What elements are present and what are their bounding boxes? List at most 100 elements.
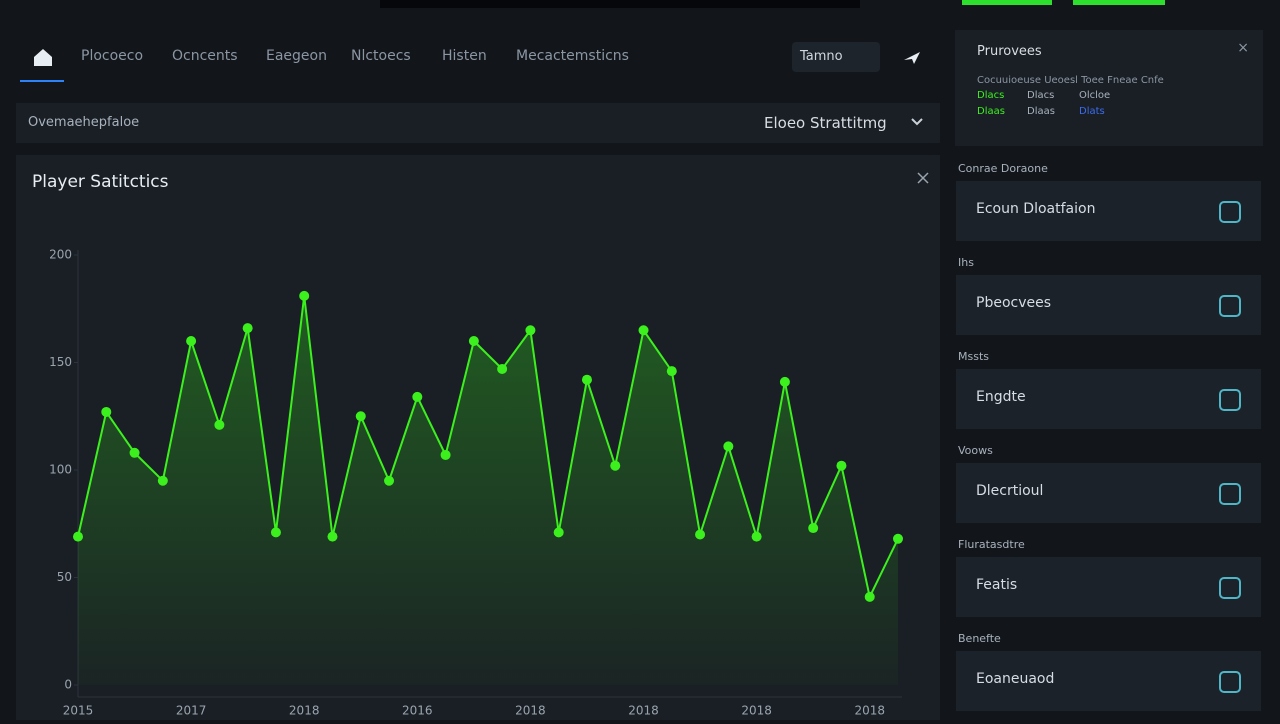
section-label: Benefte (958, 632, 1001, 645)
area (78, 295, 898, 685)
point (779, 376, 790, 387)
filter-label: Ovemaehepfaloe (28, 115, 140, 130)
point (666, 366, 677, 377)
x-tick-label: 2018 (289, 704, 320, 718)
card-label: Eoaneuaod (976, 671, 1055, 687)
x-tick-label: 2016 (402, 704, 433, 718)
side-panel: Prurovees × Cocuuioeuse Ueoesl Toee Fnea… (955, 30, 1263, 146)
x-tick-label: 2018 (628, 704, 659, 718)
point (581, 374, 592, 385)
point (525, 325, 536, 336)
side-line: Cocuuioeuse Ueoesl Toee Fneae Cnfe (977, 75, 1164, 86)
home-icon[interactable] (32, 46, 54, 68)
side-cell[interactable]: Dlats (1079, 106, 1105, 117)
point (836, 460, 847, 471)
card-label: Ecoun Dloatfaion (976, 201, 1096, 217)
y-tick-label: 100 (49, 463, 72, 477)
point (186, 336, 197, 346)
filter-select[interactable]: Eloeo Strattitmg (764, 114, 887, 132)
nav-item[interactable]: Plocoeco (81, 48, 144, 64)
point (497, 363, 508, 374)
close-icon[interactable]: × (1237, 40, 1249, 56)
card-icon (1219, 671, 1241, 693)
card-label: Featis (976, 577, 1018, 593)
top-button[interactable] (962, 0, 1052, 5)
y-tick-label: 150 (49, 355, 72, 369)
close-icon[interactable] (917, 172, 929, 184)
point (723, 441, 734, 452)
card-label: Dlecrtioul (976, 483, 1044, 499)
section-label: Fluratasdtre (958, 538, 1025, 551)
top-bar (380, 0, 860, 8)
side-title: Prurovees (977, 44, 1042, 59)
point (270, 527, 281, 538)
x-tick-label: 2018 (741, 704, 772, 718)
point (808, 523, 819, 534)
section-label: Ihs (958, 256, 974, 269)
point (129, 447, 140, 458)
point (73, 531, 83, 542)
point (440, 449, 451, 460)
section-card[interactable]: Ecoun Dloatfaion (956, 181, 1261, 241)
nav-item[interactable]: Mecactemsticns (516, 48, 629, 64)
side-cell: Dlacs (977, 90, 1005, 101)
point (384, 475, 395, 486)
section-card[interactable]: Featis (956, 557, 1261, 617)
section-card[interactable]: Dlecrtioul (956, 463, 1261, 523)
section-label: Conrae Doraone (958, 162, 1048, 175)
y-tick-label: 50 (57, 570, 72, 584)
section-label: Voows (958, 444, 993, 457)
nav-item[interactable]: Ocncents (172, 48, 238, 64)
nav-bar: Plocoeco Ocncents Eaegeon Nlctoecs Histe… (16, 30, 940, 84)
card-icon (1219, 389, 1241, 411)
point (355, 411, 366, 422)
point (299, 290, 310, 301)
nav-underline (20, 80, 64, 82)
dropdown[interactable]: Tamno (792, 42, 880, 72)
section-card[interactable]: Engdte (956, 369, 1261, 429)
dropdown-label: Tamno (800, 49, 843, 64)
point (610, 460, 621, 471)
filter-bar: Ovemaehepfaloe Eloeo Strattitmg (16, 103, 940, 143)
point (751, 531, 762, 542)
point (864, 591, 875, 602)
nav-item[interactable]: Histen (442, 48, 487, 64)
x-tick-label: 2018 (515, 704, 546, 718)
section-card[interactable]: Eoaneuaod (956, 651, 1261, 711)
card-icon (1219, 201, 1241, 223)
point (214, 419, 225, 430)
point (242, 323, 253, 334)
x-tick-label: 2017 (176, 704, 207, 718)
card-icon (1219, 295, 1241, 317)
x-tick-label: 2018 (854, 704, 885, 718)
point (553, 527, 564, 538)
chevron[interactable] (910, 116, 924, 128)
plane-icon[interactable] (902, 48, 922, 68)
chart-panel: Player Satitctics 0 50 100 150 200 2015 2017 20… (16, 155, 940, 720)
nav-item[interactable]: Eaegeon (266, 48, 327, 64)
x-tick-label: 2015 (63, 704, 94, 718)
side-cell: Dlaas (1027, 106, 1055, 117)
card-label: Pbeocvees (976, 295, 1052, 311)
side-cell: Olcloe (1079, 90, 1111, 101)
line (77, 295, 899, 600)
card-icon (1219, 577, 1241, 599)
point (638, 325, 649, 336)
card-icon (1219, 483, 1241, 505)
chart-title: Player Satitctics (32, 172, 169, 192)
point (101, 406, 112, 417)
section-label: Mssts (958, 350, 989, 363)
nav-item[interactable]: Nlctoecs (351, 48, 411, 64)
y-tick-label: 0 (64, 678, 72, 692)
section-card[interactable]: Pbeocvees (956, 275, 1261, 335)
point (327, 531, 338, 542)
y-tick-label: 200 (49, 248, 72, 262)
card-label: Engdte (976, 389, 1026, 405)
side-cell: Dlacs (1027, 90, 1055, 101)
top-button[interactable] (1073, 0, 1165, 5)
chart: Player Satitctics 0 50 100 150 200 2015 2017 20… (32, 172, 929, 718)
point (695, 529, 706, 540)
point (412, 391, 423, 402)
point (893, 533, 903, 544)
